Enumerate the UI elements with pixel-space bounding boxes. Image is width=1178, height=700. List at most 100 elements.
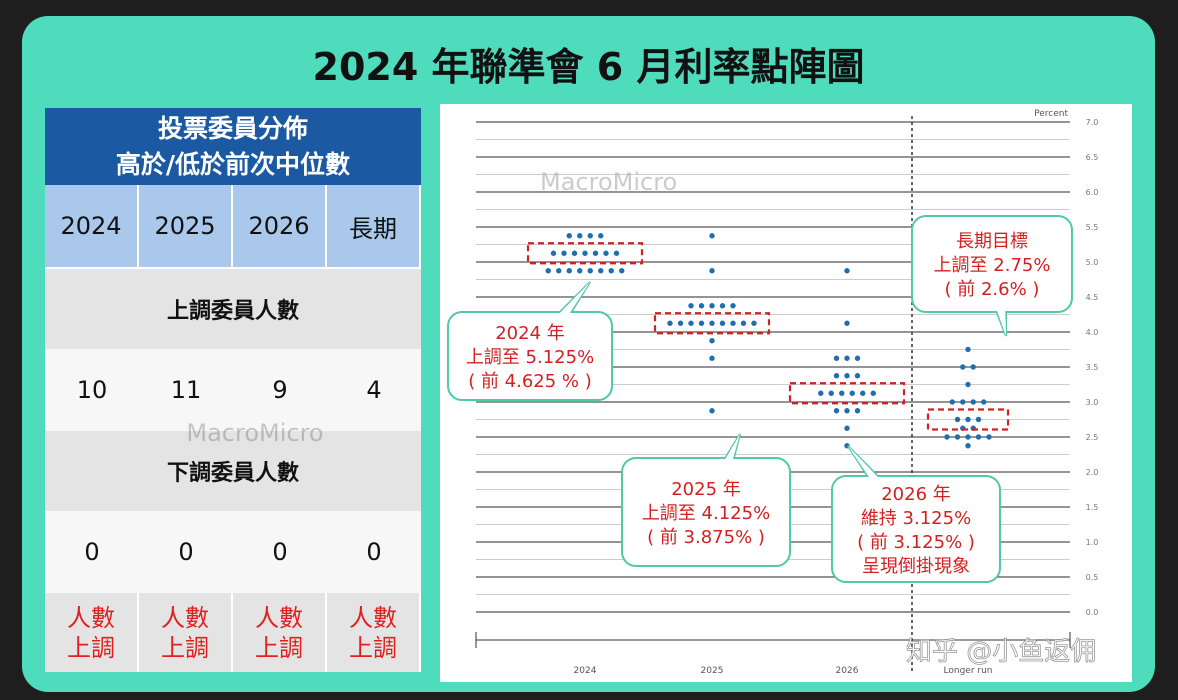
y-axis-label: Percent bbox=[1034, 109, 1068, 119]
dot bbox=[844, 268, 850, 274]
dot bbox=[719, 303, 726, 309]
callout-text: 長期目標 bbox=[956, 231, 1028, 252]
footer-cell: 人數 上調 bbox=[233, 593, 325, 672]
dot bbox=[709, 320, 715, 326]
median-box bbox=[788, 382, 906, 405]
footer-cell-text: 上調 bbox=[67, 633, 115, 662]
dot bbox=[970, 364, 976, 370]
y-tick-label: 5.0 bbox=[1086, 258, 1099, 267]
watermark: 知乎 @小鱼返佣 bbox=[906, 637, 1096, 667]
y-tick-label: 0.5 bbox=[1086, 573, 1099, 582]
table-value-text: 0 bbox=[272, 538, 288, 566]
callout-text: ( 前 2.6% ) bbox=[945, 279, 1040, 300]
y-tick-label: 6.0 bbox=[1086, 188, 1099, 197]
row-label-text: 下調委員人數 bbox=[166, 461, 299, 486]
dot bbox=[954, 416, 961, 423]
dot bbox=[587, 268, 593, 274]
dot bbox=[965, 381, 971, 388]
column-header: 2024 bbox=[45, 185, 137, 267]
column-header: 2026 bbox=[233, 185, 325, 267]
table-value: 0 bbox=[327, 511, 421, 593]
dot bbox=[709, 303, 715, 309]
watermark: MacroMicro bbox=[105, 408, 405, 458]
dot bbox=[740, 320, 747, 326]
y-tick-label: 3.5 bbox=[1086, 363, 1099, 372]
callout-tail-fill bbox=[694, 434, 740, 512]
dot bbox=[965, 416, 971, 423]
dot bbox=[577, 233, 583, 239]
x-tick-label: 2024 bbox=[574, 666, 597, 676]
y-tick-label: 0.0 bbox=[1086, 608, 1099, 617]
footer-cell: 人數 上調 bbox=[139, 593, 231, 672]
dot bbox=[688, 303, 694, 309]
callout-text: 上調至 5.125% bbox=[466, 347, 594, 368]
dot bbox=[986, 434, 992, 440]
dot bbox=[598, 233, 604, 239]
table-value: 9 bbox=[233, 349, 327, 431]
dot bbox=[833, 355, 840, 361]
dot bbox=[577, 268, 583, 274]
callout-text: 2025 年 bbox=[671, 479, 741, 500]
median-box bbox=[526, 242, 644, 265]
dot bbox=[854, 373, 861, 379]
table-value-text: 0 bbox=[366, 538, 382, 566]
dot bbox=[561, 250, 567, 256]
dot bbox=[960, 399, 966, 405]
dot bbox=[965, 434, 971, 440]
y-tick-label: 7.0 bbox=[1086, 118, 1099, 127]
watermark-text: MacroMicro bbox=[186, 419, 324, 447]
footer-cell-text: 上調 bbox=[161, 633, 209, 662]
dot bbox=[598, 268, 604, 274]
table-value-text: 0 bbox=[178, 538, 194, 566]
dot bbox=[730, 303, 736, 309]
y-tick-label: 4.5 bbox=[1086, 293, 1099, 302]
dot bbox=[751, 320, 757, 326]
y-tick-label: 1.5 bbox=[1086, 503, 1099, 512]
dot bbox=[965, 443, 971, 449]
footer-cell-text: 人數 bbox=[349, 603, 397, 632]
table-value-text: 9 bbox=[272, 376, 288, 404]
dot bbox=[970, 399, 976, 405]
table-value-text: 10 bbox=[76, 376, 108, 404]
table-header-text: 高於/低於前次中位數 bbox=[115, 149, 351, 179]
dot bbox=[975, 416, 982, 423]
dot bbox=[839, 390, 845, 396]
dot bbox=[566, 268, 572, 274]
dot bbox=[619, 268, 625, 274]
dot bbox=[949, 399, 955, 405]
median-box bbox=[653, 312, 771, 335]
column-header-text: 2024 bbox=[60, 212, 122, 240]
dot bbox=[870, 390, 876, 396]
dot bbox=[975, 434, 982, 440]
y-tick-label: 4.0 bbox=[1086, 328, 1099, 337]
y-tick-label: 2.5 bbox=[1086, 433, 1099, 442]
dot bbox=[828, 390, 834, 396]
footer-cell-text: 上調 bbox=[255, 633, 303, 662]
callout-text: 2024 年 bbox=[495, 323, 565, 344]
footer-cell: 人數 上調 bbox=[45, 593, 137, 672]
callout-text: 上調至 2.75% bbox=[934, 255, 1051, 276]
y-tick-label: 1.0 bbox=[1086, 538, 1099, 547]
column-header: 長期 bbox=[327, 185, 419, 267]
table-value: 10 bbox=[45, 349, 139, 431]
y-tick-label: 3.0 bbox=[1086, 398, 1099, 407]
dot bbox=[698, 320, 705, 326]
table-value: 0 bbox=[45, 511, 139, 593]
footer-cell-text: 人數 bbox=[67, 603, 115, 632]
dot bbox=[698, 303, 705, 309]
column-header-text: 2025 bbox=[154, 212, 216, 240]
dot bbox=[709, 338, 715, 344]
dot bbox=[965, 346, 971, 353]
title: 2024 年聯準會 6 月利率點陣圖 bbox=[312, 45, 865, 89]
x-tick-label: 2025 bbox=[701, 666, 724, 676]
dot bbox=[556, 268, 562, 274]
callout-text: ( 前 3.875% ) bbox=[647, 527, 765, 548]
y-tick-label: 6.5 bbox=[1086, 153, 1099, 162]
callout-tail-fill bbox=[518, 282, 590, 356]
dot bbox=[954, 434, 961, 440]
dot bbox=[545, 268, 551, 274]
dot bbox=[844, 355, 850, 361]
dot bbox=[709, 408, 715, 414]
